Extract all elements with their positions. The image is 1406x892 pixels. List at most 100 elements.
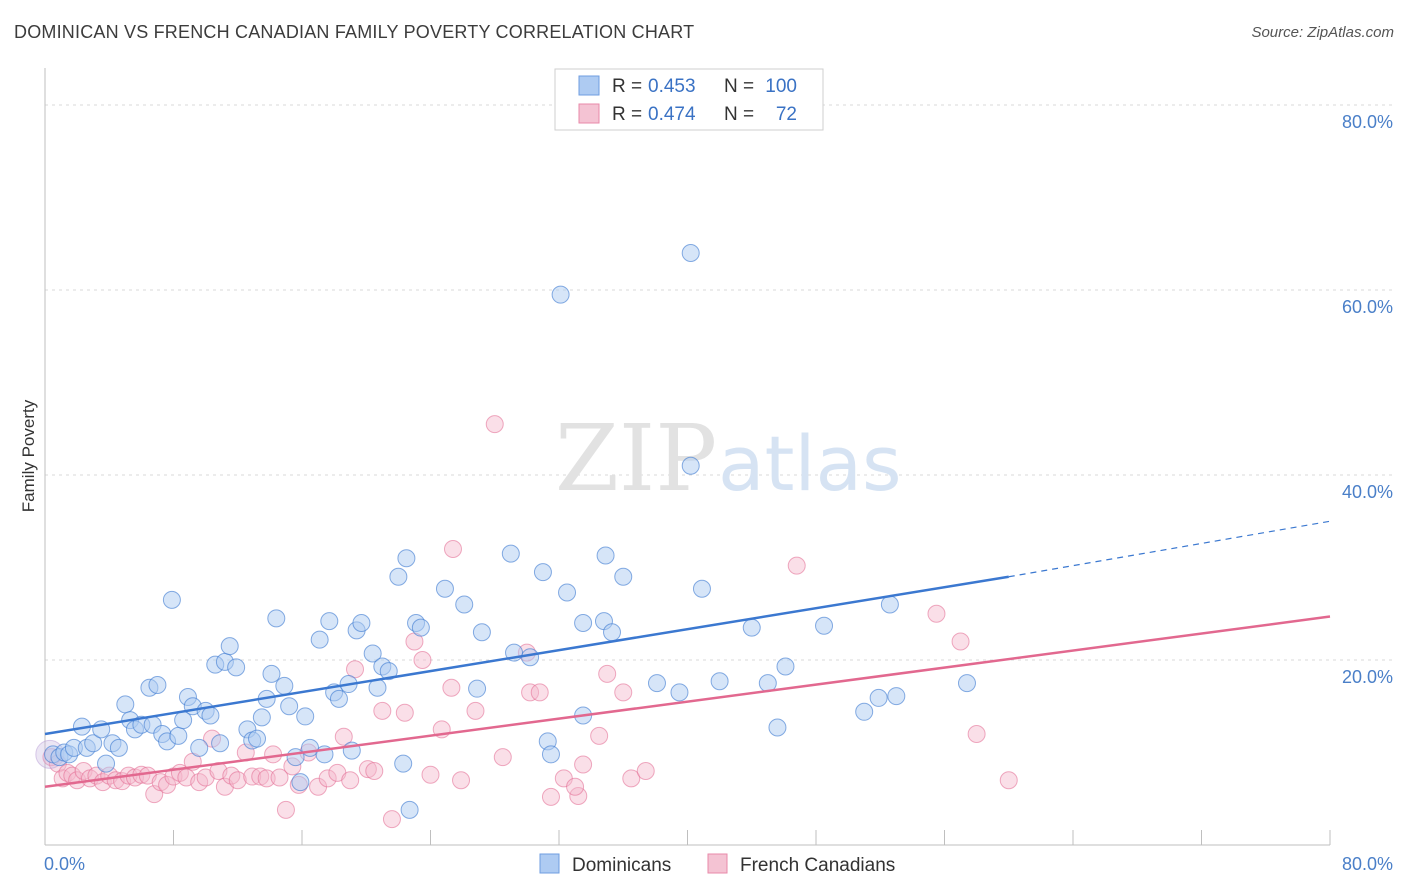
x-tick-label: 0.0%	[44, 854, 85, 874]
data-point-dominicans	[262, 664, 281, 683]
data-point-dominicans	[227, 658, 246, 677]
chart-title: DOMINICAN VS FRENCH CANADIAN FAMILY POVE…	[14, 22, 695, 42]
data-point-dominicans	[148, 675, 167, 694]
data-point-french-canadians	[466, 701, 485, 720]
data-point-french-canadians	[967, 725, 986, 743]
data-point-french-canadians	[443, 540, 462, 558]
data-point-french-canadians	[530, 683, 549, 702]
data-point-dominicans	[411, 618, 430, 637]
data-point-dominicans	[472, 623, 491, 642]
data-point-dominicans	[468, 679, 487, 698]
data-point-dominicans	[681, 244, 700, 262]
data-point-french-canadians	[541, 787, 560, 806]
data-point-french-canadians	[574, 755, 593, 774]
data-point-dominicans	[296, 707, 315, 726]
legend-n-label-1: N =	[724, 76, 754, 97]
data-point-dominicans	[394, 754, 413, 773]
data-point-dominicans	[533, 563, 552, 582]
data-point-dominicans	[435, 579, 454, 598]
data-point-dominicans	[501, 544, 520, 563]
data-point-dominicans	[310, 630, 329, 649]
data-point-french-canadians	[951, 632, 970, 651]
watermark-atlas: atlas	[718, 419, 902, 508]
data-point-dominicans	[574, 614, 593, 632]
data-point-french-canadians	[927, 604, 946, 623]
data-point-dominicans	[551, 285, 570, 304]
data-point-french-canadians	[222, 766, 241, 785]
grid-lines	[45, 104, 1392, 661]
data-point-french-canadians	[598, 664, 617, 683]
y-tick-labels: 20.0% 40.0% 60.0% 80.0%	[1342, 112, 1393, 687]
data-point-french-canadians	[395, 703, 414, 722]
data-point-dominicans	[455, 595, 474, 614]
bottom-legend-swatch-blue	[539, 853, 560, 874]
data-point-french-canadians	[334, 727, 353, 746]
trend-line-dominicans-extension	[1008, 520, 1331, 578]
y-tick-label: 40.0%	[1342, 482, 1393, 502]
data-point-french-canadians	[452, 771, 471, 790]
legend-r-label-1: R =	[612, 76, 642, 97]
y-tick-label: 80.0%	[1342, 112, 1393, 132]
data-point-dominicans	[957, 674, 976, 693]
legend-swatch-blue	[578, 75, 600, 96]
data-point-dominicans	[887, 687, 906, 706]
legend-box	[554, 68, 824, 131]
data-point-dominicans	[681, 456, 700, 475]
data-point-french-canadians	[276, 800, 295, 819]
data-point-french-canadians	[251, 767, 270, 786]
data-point-dominicans	[280, 697, 299, 716]
data-point-french-canadians	[493, 748, 512, 767]
data-point-french-canadians	[521, 683, 540, 702]
x-tick-label: 80.0%	[1342, 854, 1393, 874]
data-point-dominicans	[855, 702, 874, 721]
data-point-dominicans	[109, 738, 128, 757]
data-point-dominicans	[248, 729, 267, 748]
trend-line-french-canadians	[44, 615, 1331, 788]
data-point-dominicans	[400, 800, 419, 819]
data-point-dominicans	[352, 614, 371, 632]
data-point-dominicans	[614, 567, 633, 586]
data-point-dominicans	[710, 672, 729, 691]
y-tick-label: 20.0%	[1342, 667, 1393, 687]
x-tick-labels: 0.0% 80.0%	[44, 854, 1393, 874]
data-point-french-canadians	[318, 769, 337, 788]
data-point-french-canadians	[228, 771, 247, 790]
series-dominicans-points	[44, 244, 976, 819]
legend-n-value-2: 72	[776, 104, 797, 125]
data-point-dominicans	[201, 706, 220, 725]
correlation-legend: R = 0.453 N = 100 R = 0.474 N = 72	[554, 68, 824, 131]
bottom-legend-swatch-pink	[707, 853, 728, 874]
data-point-dominicans	[286, 748, 305, 767]
data-point-dominicans	[252, 708, 271, 727]
y-tick-label: 60.0%	[1342, 297, 1393, 317]
data-point-dominicans	[670, 683, 689, 702]
data-point-french-canadians	[190, 773, 209, 792]
data-point-french-canadians	[622, 769, 641, 788]
trend-line-dominicans	[44, 575, 1009, 736]
data-point-dominicans	[220, 637, 239, 656]
data-point-dominicans	[521, 648, 540, 667]
data-point-french-canadians	[358, 760, 377, 779]
data-point-french-canadians	[421, 765, 440, 784]
data-point-dominicans	[84, 734, 103, 753]
legend-swatch-pink	[578, 103, 600, 124]
data-point-french-canadians	[442, 678, 461, 697]
data-point-french-canadians	[590, 726, 609, 745]
data-point-dominicans	[320, 612, 339, 631]
data-point-dominicans	[596, 546, 615, 565]
data-point-french-canadians	[999, 771, 1018, 790]
data-point-dominicans	[389, 567, 408, 586]
data-point-french-canadians	[413, 651, 432, 669]
legend-n-label-2: N =	[724, 104, 754, 125]
data-point-dominicans	[379, 662, 398, 681]
legend-r-value-2: 0.474	[648, 104, 696, 125]
data-point-french-canadians	[257, 769, 276, 788]
data-point-dominicans	[275, 676, 294, 695]
bottom-legend-dominicans: Dominicans	[572, 855, 671, 876]
legend-n-value-1: 100	[765, 76, 797, 97]
data-point-french-canadians	[636, 762, 655, 780]
data-point-french-canadians	[614, 683, 633, 702]
data-point-french-canadians	[58, 763, 77, 782]
trend-lines	[44, 520, 1331, 788]
